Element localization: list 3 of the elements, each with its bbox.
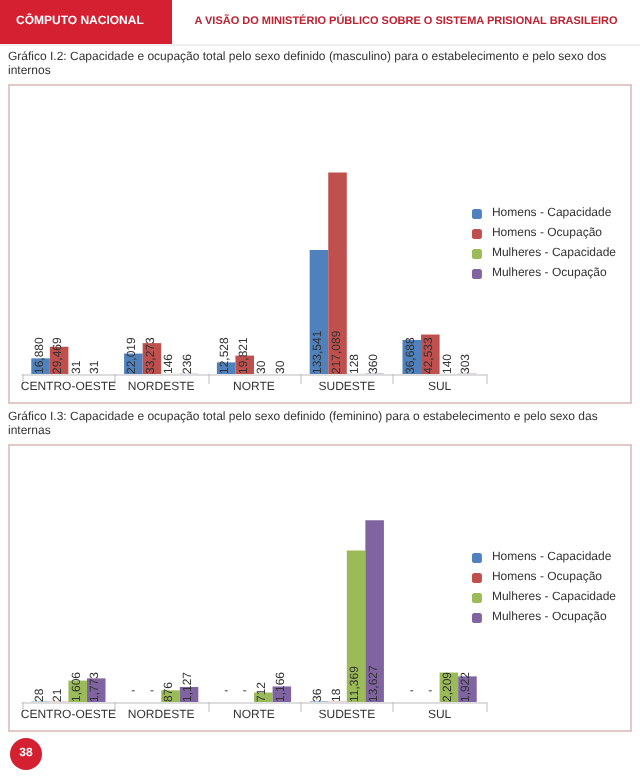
bar bbox=[346, 550, 366, 702]
bar bbox=[328, 172, 347, 374]
bar bbox=[365, 520, 384, 702]
